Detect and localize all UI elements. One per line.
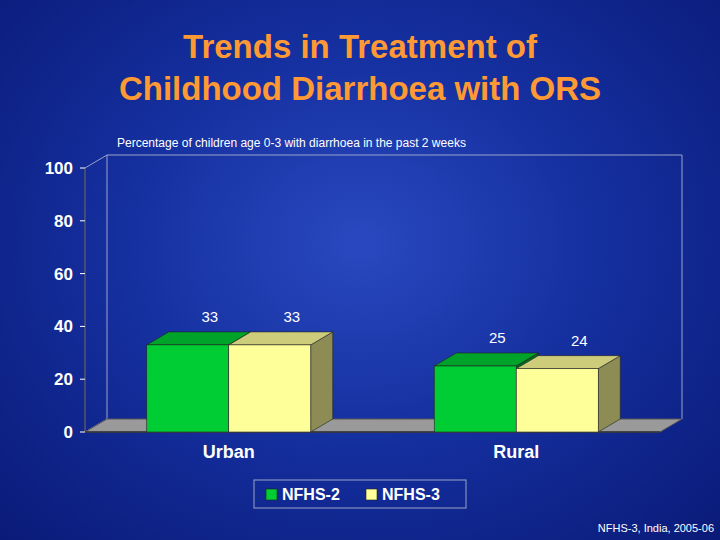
title-line: Trends in Treatment of — [183, 28, 538, 65]
subtitle: Percentage of children age 0-3 with diar… — [117, 136, 466, 150]
bar-top — [434, 353, 538, 366]
title-line: Childhood Diarrhoea with ORS — [119, 70, 601, 107]
bar-front — [229, 345, 311, 432]
back-wall-top — [107, 155, 682, 156]
y-tick — [80, 220, 85, 221]
bar-front — [147, 345, 229, 432]
chart: Trends in Treatment of Childhood Diarrhoe… — [0, 0, 720, 540]
data-label: 25 — [489, 329, 506, 346]
legend-swatch — [366, 489, 377, 500]
back-wall-right — [682, 155, 683, 419]
data-label: 24 — [571, 332, 588, 349]
legend-swatch — [266, 489, 277, 500]
title: Trends in Treatment of Childhood Diarrhoe… — [119, 28, 601, 107]
y-tick-label: 20 — [54, 370, 73, 389]
y-axis — [85, 168, 86, 432]
y-tick — [80, 379, 85, 380]
y-tick — [80, 168, 85, 169]
y-tick — [80, 432, 85, 433]
data-label: 33 — [201, 308, 218, 325]
x-tick-label: Rural — [493, 442, 539, 462]
legend-box — [254, 480, 466, 508]
bar-front — [434, 366, 516, 432]
y-tick — [80, 273, 85, 274]
bar-side — [311, 332, 333, 432]
y-tick — [80, 326, 85, 327]
data-label: 33 — [283, 308, 300, 325]
y-tick-label: 60 — [54, 265, 73, 284]
x-tick-label: Urban — [203, 442, 255, 462]
source-note: NFHS-3, India, 2005-06 — [598, 522, 714, 534]
y-tick-label: 0 — [64, 423, 73, 442]
y-tick-label: 40 — [54, 317, 73, 336]
bars — [147, 332, 621, 432]
data-labels: 33 33 25 24 — [201, 308, 587, 349]
legend-label: NFHS-2 — [282, 486, 340, 503]
bar-top — [516, 356, 620, 369]
y-tick-label: 100 — [45, 159, 73, 178]
bar — [229, 332, 333, 432]
side-wall — [85, 155, 107, 432]
legend-label: NFHS-3 — [382, 486, 440, 503]
bar-top — [229, 332, 333, 345]
legend: NFHS-2 NFHS-3 — [254, 480, 466, 508]
bar-side — [598, 356, 620, 432]
bar — [516, 356, 620, 432]
bar-front — [516, 369, 598, 432]
y-tick-label: 80 — [54, 212, 73, 231]
